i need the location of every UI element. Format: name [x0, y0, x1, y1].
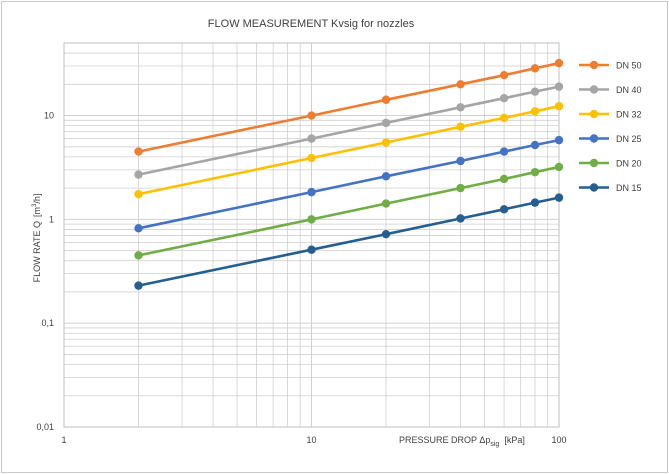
data-point: [554, 162, 564, 172]
series-dn-15: [134, 193, 564, 290]
data-point: [456, 103, 465, 112]
data-point: [381, 172, 391, 181]
x-axis-label-unit: [kPa]: [504, 435, 525, 445]
y-axis-label-unit-post: /h]: [32, 194, 42, 204]
plot-area-border: [63, 42, 560, 428]
data-point: [530, 87, 540, 96]
y-axis-label: FLOW RATE Q [m3/h]: [32, 194, 42, 283]
data-point: [307, 187, 316, 197]
series-dn-32: [134, 102, 564, 199]
data-point: [456, 214, 465, 223]
y-axis-label-unit-pre: [m: [32, 207, 42, 217]
data-point: [134, 224, 143, 233]
legend-swatch-marker: [589, 109, 599, 119]
data-point: [530, 198, 540, 207]
data-point: [381, 138, 391, 147]
data-point: [134, 251, 143, 260]
data-point: [530, 64, 540, 73]
data-point: [499, 147, 509, 156]
chart-title: FLOW MEASUREMENT Kvsig for nozzles: [208, 18, 415, 30]
y-axis-ticks: 0,01 0,1 1 10: [36, 111, 54, 432]
x-axis-label: PRESSURE DROP Δpsig [kPa]: [399, 435, 525, 448]
x-axis-label-main: PRESSURE DROP Δp: [399, 435, 490, 445]
legend-item: DN 25: [579, 134, 642, 144]
x-axis-ticks: 1 10 100: [61, 435, 566, 445]
y-tick-label: 0,01: [36, 422, 54, 432]
data-point: [499, 205, 509, 214]
data-point: [554, 135, 564, 145]
data-point: [134, 281, 143, 290]
data-point: [499, 93, 509, 103]
legend-swatch-marker: [589, 60, 599, 70]
series-dn-25: [134, 135, 564, 233]
data-point: [499, 70, 509, 80]
data-point: [134, 170, 143, 179]
y-tick-label: 1: [49, 214, 54, 224]
data-point: [499, 174, 509, 184]
x-tick-label: 100: [551, 435, 566, 445]
data-point: [307, 134, 316, 143]
data-point: [307, 215, 316, 224]
data-point: [554, 82, 564, 91]
legend: DN 50 DN 40 DN 32 DN 25 DN 20 DN 15: [579, 61, 642, 193]
legend-item: DN 20: [579, 159, 642, 169]
data-point: [381, 95, 391, 104]
series-line: [138, 85, 560, 176]
data-point: [381, 229, 391, 239]
legend-swatch-marker: [589, 183, 599, 192]
data-point: [307, 245, 316, 254]
data-point: [456, 156, 465, 166]
y-axis-label-main: FLOW RATE Q: [32, 221, 42, 282]
legend-label: DN 40: [616, 85, 642, 95]
data-point: [381, 199, 391, 208]
chart-grid: [63, 42, 560, 428]
series-dn-20: [134, 162, 564, 260]
legend-label: DN 32: [616, 110, 642, 120]
x-tick-label: 1: [61, 435, 66, 445]
data-point: [134, 189, 143, 199]
x-axis-label-sub: sig: [490, 441, 499, 448]
data-point: [530, 167, 540, 177]
x-tick-label: 10: [306, 435, 316, 445]
legend-label: DN 20: [616, 159, 642, 169]
legend-swatch-marker: [589, 134, 599, 143]
legend-label: DN 50: [616, 61, 642, 71]
y-axis-label-unit-sup: 3: [32, 203, 38, 207]
data-point: [530, 140, 540, 150]
data-point: [456, 183, 465, 193]
legend-label: DN 25: [616, 134, 642, 144]
data-point: [554, 58, 564, 68]
legend-label: DN 15: [616, 183, 642, 193]
legend-swatch-marker: [589, 85, 599, 94]
data-series: [134, 58, 564, 290]
legend-item: DN 50: [579, 61, 642, 71]
data-point: [554, 102, 564, 111]
data-point: [134, 147, 143, 156]
data-point: [530, 107, 540, 116]
data-point: [307, 111, 316, 120]
y-tick-label: 10: [44, 111, 54, 121]
data-point: [307, 153, 316, 163]
data-point: [456, 122, 465, 131]
series-dn-50: [134, 58, 564, 156]
data-point: [499, 113, 509, 123]
data-point: [381, 118, 391, 128]
legend-item: DN 40: [579, 85, 642, 95]
legend-item: DN 15: [579, 183, 642, 193]
legend-item: DN 32: [579, 110, 642, 120]
legend-swatch-marker: [589, 158, 599, 168]
series-dn-40: [134, 82, 564, 179]
data-point: [554, 193, 564, 202]
y-tick-label: 0,1: [41, 318, 54, 328]
series-line: [138, 138, 560, 230]
data-point: [456, 80, 465, 89]
